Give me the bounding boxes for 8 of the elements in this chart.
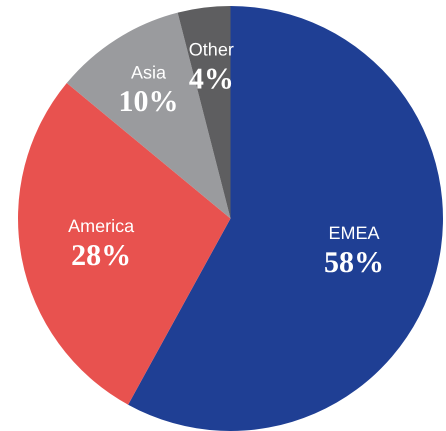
data-label: 10% [118,85,179,118]
data-label: 4% [188,62,234,96]
slice-label: Other [188,40,234,60]
data-label: 58% [324,246,384,279]
data-label: 28% [71,238,132,272]
slice-label: EMEA [328,223,380,244]
slice-label: America [68,216,136,236]
slice-label: Asia [131,62,168,82]
